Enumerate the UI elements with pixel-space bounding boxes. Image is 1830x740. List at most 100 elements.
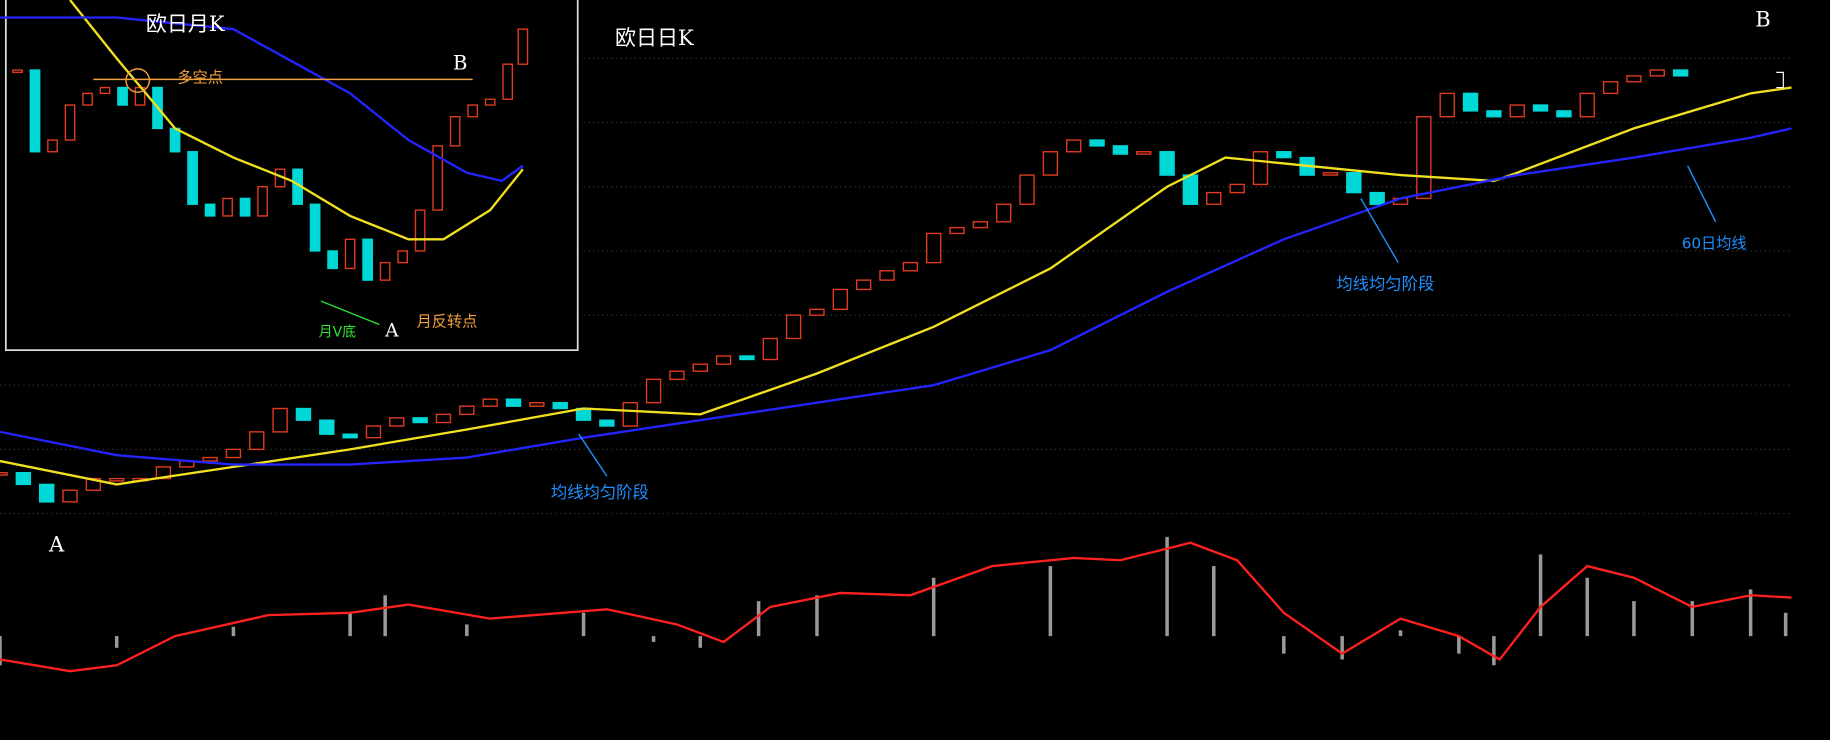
annotations: 欧日日K 欧日月K B A 均线均匀阶段 均线均匀阶段 60日均线 多空点 B … [48,8,1784,557]
candle [484,98,496,106]
macd-line [0,541,1792,673]
histogram-bar [1585,577,1589,637]
candle [1556,110,1572,118]
daily-title: 欧日日K [615,26,694,50]
candle [879,270,895,281]
label-b: B [453,52,468,75]
candle [1206,191,1222,205]
candle [1369,191,1385,205]
candle [249,431,265,451]
candle [949,226,965,235]
candle [622,401,638,427]
candle [64,104,76,141]
label-b: B [1755,8,1770,32]
candle [449,116,461,147]
candle [342,433,358,439]
label-a: A [48,533,65,557]
candle [225,448,242,459]
candle [739,355,755,361]
candle [832,288,849,311]
candle [785,314,802,340]
histogram-bar [756,601,761,637]
candle [239,197,251,217]
histogram-bar [1748,589,1753,637]
candle [435,413,452,424]
moving-average [69,0,524,241]
candle [502,63,514,100]
histogram-bar [383,595,387,637]
candle [1089,139,1105,147]
candle [1159,151,1175,176]
arrow [578,433,608,477]
candle [62,489,78,503]
histogram-bar [1340,636,1344,660]
monthly-panel [0,0,529,281]
candle [692,363,708,372]
histogram-bar [1398,630,1403,637]
histogram-bar [1492,636,1496,666]
candle [715,355,732,365]
grid [0,57,1792,515]
candle [379,261,391,281]
histogram-bar [1457,636,1461,654]
histogram-bar [1048,566,1053,637]
candle [202,456,218,462]
candle [109,477,125,482]
candle [552,401,568,410]
candle [38,483,55,503]
candle [344,238,356,270]
macd-panel [0,536,1792,673]
candle [319,419,335,435]
candle [995,203,1012,223]
candle [1532,104,1549,112]
candle [1042,151,1059,176]
annotation: 月反转点 [417,313,478,331]
moving-average [0,16,524,183]
candle [47,139,58,153]
histogram-bar [1282,636,1286,654]
histogram-bar [815,595,819,637]
histogram-bar [581,612,586,637]
candle [1112,145,1129,155]
candle [412,417,428,424]
histogram-bar [1632,601,1636,637]
candle [1276,151,1292,159]
histogram-bar [1690,601,1695,637]
inset-frame [4,0,579,352]
histogram-bar [931,577,936,637]
candle [1229,183,1245,194]
annotation: 月V底 [319,325,357,341]
bracket [1776,71,1784,89]
candle [187,151,198,205]
candle [82,92,93,106]
candle [272,407,288,433]
candle [0,472,8,476]
candle [1416,116,1432,200]
candle [1602,81,1619,95]
moving-average [0,127,1792,466]
candle [295,407,312,421]
trend-line [320,300,380,326]
annotation: 均线均匀阶段 [1336,274,1434,293]
candle [1019,174,1035,205]
candle [12,69,23,74]
candle [204,203,216,217]
candle [505,398,522,407]
candle [459,405,475,416]
candle [529,401,545,407]
candle [645,378,662,404]
candle [482,398,498,407]
candle [1066,139,1082,153]
candle [1439,92,1455,118]
histogram-bar [1538,554,1543,637]
candle [1579,92,1595,118]
histogram-bar [698,636,703,648]
annotation: 多空点 [177,69,222,87]
candle [1322,172,1339,176]
candle [1672,69,1689,77]
candle [1486,110,1502,118]
candle [1649,69,1665,77]
candle [669,370,685,381]
histogram-bar [1783,612,1788,637]
histogram-bar [651,636,656,642]
